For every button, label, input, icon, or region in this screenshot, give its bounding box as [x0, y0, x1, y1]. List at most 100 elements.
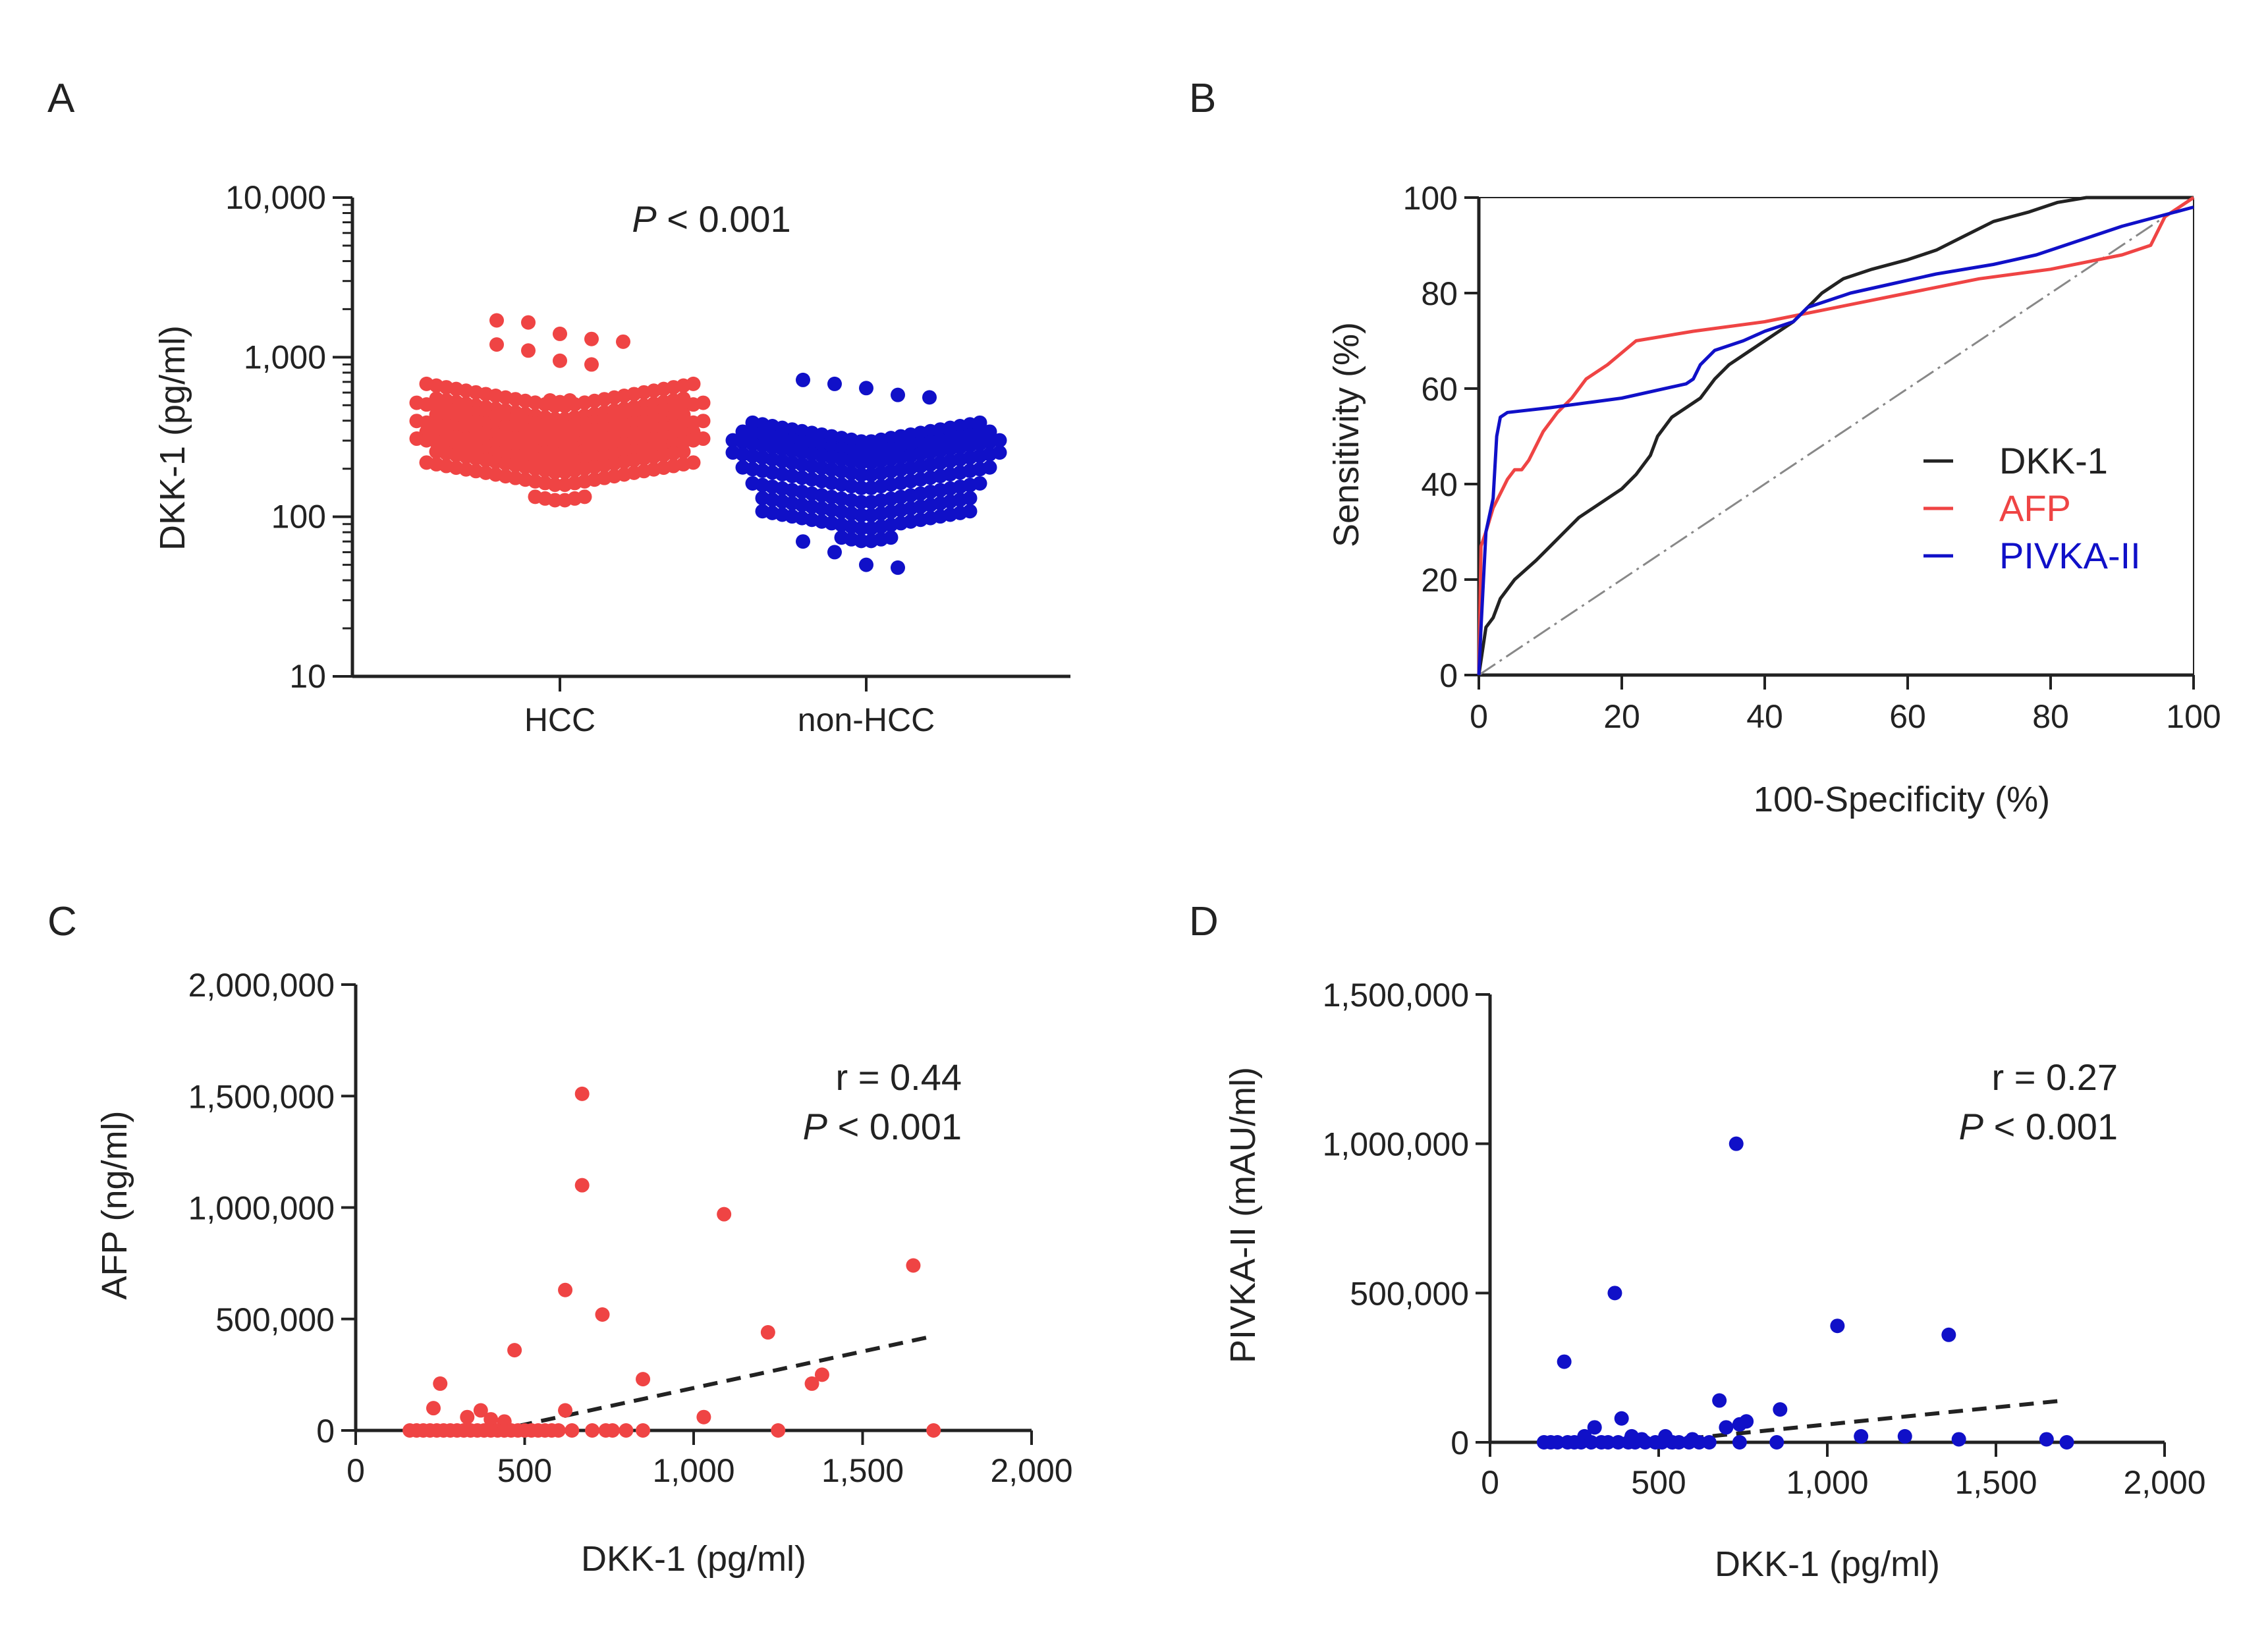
- panel-a-y-tick-label: 100: [271, 499, 326, 535]
- panel-b-y-tick-label: 60: [1421, 371, 1458, 408]
- panel-b-y-tick-label: 0: [1439, 657, 1458, 694]
- panel-d-point: [1769, 1435, 1784, 1450]
- panel-d-trendline: [1665, 1398, 2064, 1443]
- panel-c-p-value: P < 0.001: [803, 1106, 962, 1147]
- panel-d-point: [1685, 1432, 1700, 1447]
- panel-b-letter: B: [1189, 76, 1216, 121]
- panel-d-point: [2039, 1432, 2054, 1447]
- panel-d-ticks: 0 500,000 1,000,000 1,500,000 0 500 1,000 1,500…: [1323, 977, 2206, 1501]
- legend-label-dkk1: DKK-1: [1999, 440, 2108, 481]
- panel-d-point: [1587, 1420, 1602, 1435]
- panel-b-y-tick-label: 40: [1421, 466, 1458, 503]
- panel-a-dots: [409, 313, 1007, 575]
- panel-c-trendline: [517, 1334, 931, 1428]
- panel-a-outlier-dot-hcc: [584, 331, 599, 346]
- panel-d-letter: D: [1189, 899, 1219, 944]
- panel-d-point: [1550, 1435, 1565, 1450]
- panel-a-dot-non-hcc: [982, 424, 997, 439]
- panel-a-p-value: P < 0.001: [632, 198, 790, 240]
- panel-d-x-tick-label: 1,500: [1954, 1464, 2037, 1501]
- panel-d-y-tick-label: 1,500,000: [1323, 977, 1469, 1014]
- panel-a-outlier-dot-hcc: [521, 315, 536, 330]
- panel-c-y-tick-label: 2,000,000: [188, 967, 335, 1004]
- panel-d-point: [1951, 1432, 1966, 1447]
- panel-a-dot-hcc: [676, 444, 691, 459]
- panel-a-dot-hcc: [577, 489, 592, 504]
- panel-a-dot-hcc: [696, 431, 711, 447]
- panel-b-x-axis-title: 100-Specificity (%): [1754, 780, 2050, 819]
- panel-c-point: [426, 1401, 441, 1416]
- panel-d-dots: [1536, 1136, 2074, 1450]
- panel-c-point: [551, 1423, 566, 1438]
- panel-c-y-tick-label: 1,500,000: [188, 1078, 335, 1115]
- panel-b-y-tick-label: 20: [1421, 562, 1458, 599]
- panel-c-point: [558, 1403, 573, 1418]
- panel-a: A 10 100 1,000 10,000 HCC non-HCC DKK-1 (pg…: [47, 76, 1070, 738]
- panel-a-dot-hcc: [686, 455, 701, 470]
- panel-a-outlier-dot-hcc: [616, 334, 630, 349]
- panel-c-x-tick-label: 2,000: [990, 1452, 1072, 1489]
- legend-label-afp: AFP: [1999, 487, 2071, 529]
- panel-d-point: [1607, 1286, 1622, 1301]
- panel-c-x-tick-label: 500: [497, 1452, 552, 1489]
- panel-b-roc-line-afp: [1477, 196, 2195, 676]
- panel-c-point: [814, 1367, 829, 1382]
- panel-a-outlier-dot-non-hcc: [796, 534, 810, 549]
- panel-d-point: [1719, 1420, 1734, 1435]
- panel-d-r-value: r = 0.27: [1992, 1056, 2118, 1098]
- panel-b-y-tick-label: 100: [1403, 180, 1458, 217]
- panel-c-point: [433, 1376, 448, 1391]
- panel-c-point: [636, 1423, 651, 1438]
- panel-c-point: [565, 1423, 580, 1438]
- panel-a-outlier-dot-hcc: [521, 343, 536, 358]
- panel-a-outlier-dot-hcc: [584, 357, 599, 372]
- panel-c-point: [619, 1423, 634, 1438]
- panel-b-reference-line: [1478, 196, 2194, 676]
- panel-b-legend: DKK-1 AFP PIVKA-II: [1923, 440, 2141, 576]
- panel-c-point: [605, 1423, 620, 1438]
- panel-d-point: [1854, 1428, 1869, 1444]
- panel-b-x-tick-label: 0: [1470, 698, 1488, 735]
- panel-c-dots: [402, 1086, 941, 1438]
- panel-d-point: [1773, 1402, 1788, 1417]
- legend-label-pivka: PIVKA-II: [1999, 535, 2141, 576]
- panel-a-outlier-dot-non-hcc: [891, 387, 905, 402]
- panel-d-point: [1614, 1411, 1629, 1426]
- panel-d-point: [1732, 1435, 1747, 1450]
- panel-b-x-tick-label: 60: [1889, 698, 1926, 735]
- panel-d-point: [1671, 1435, 1686, 1450]
- panel-c-p-rest: < 0.001: [827, 1106, 962, 1147]
- panel-c-point: [574, 1086, 590, 1101]
- panel-c-point: [484, 1412, 499, 1427]
- panel-d-point: [1584, 1435, 1599, 1450]
- panel-a-p-letter: P: [632, 198, 656, 240]
- panel-d-x-tick-label: 0: [1481, 1464, 1499, 1501]
- panel-d-x-tick-label: 1,000: [1786, 1464, 1868, 1501]
- panel-a-dot-non-hcc: [962, 504, 978, 519]
- panel-c-y-tick-label: 0: [316, 1413, 335, 1450]
- panel-a-outlier-dot-non-hcc: [796, 372, 810, 387]
- panel-b-y-axis-title: Sensitivity (%): [1327, 322, 1366, 547]
- panel-b-x-tick-label: 80: [2032, 698, 2069, 735]
- panel-d-point: [1574, 1435, 1589, 1450]
- panel-b-roc-line-pivka-ii: [1477, 205, 2194, 676]
- panel-d-p-rest: < 0.001: [1983, 1106, 2118, 1147]
- panel-c-point: [460, 1409, 475, 1425]
- panel-a-category-hcc: HCC: [524, 701, 595, 738]
- panel-d-point: [1658, 1428, 1673, 1444]
- panel-d-x-tick-label: 2,000: [2123, 1464, 2205, 1501]
- panel-c-point: [558, 1282, 573, 1297]
- panel-a-dot-non-hcc: [972, 415, 987, 430]
- panel-a-outlier-dot-non-hcc: [922, 390, 937, 405]
- panel-c-point: [906, 1258, 921, 1273]
- panel-a-p-rest: < 0.001: [657, 198, 791, 240]
- panel-a-category-non-hcc: non-HCC: [798, 701, 935, 738]
- panel-a-outlier-dot-hcc: [489, 313, 504, 328]
- panel-c-x-axis-title: DKK-1 (pg/ml): [581, 1539, 806, 1579]
- panel-c-point: [585, 1423, 600, 1438]
- panel-a-outlier-dot-non-hcc: [859, 381, 873, 396]
- panel-c-letter: C: [47, 899, 77, 944]
- panel-d-point: [1729, 1136, 1744, 1151]
- panel-c-point: [595, 1307, 610, 1322]
